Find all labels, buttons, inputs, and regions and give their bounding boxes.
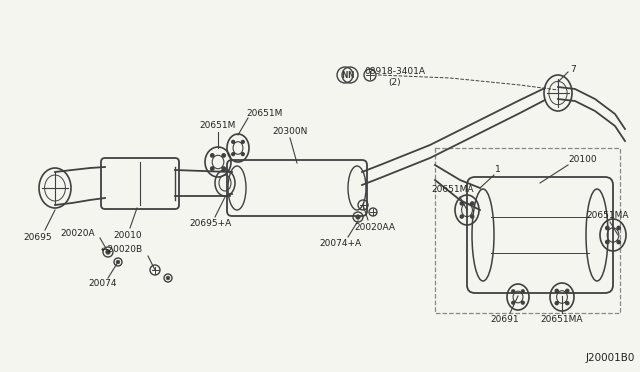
Circle shape — [460, 215, 463, 218]
Text: ←20020B: ←20020B — [101, 246, 143, 254]
Text: 20300N: 20300N — [272, 126, 308, 135]
Text: 20074+A: 20074+A — [319, 240, 361, 248]
Text: 7: 7 — [570, 65, 576, 74]
Circle shape — [566, 302, 569, 305]
Circle shape — [222, 154, 225, 157]
Circle shape — [617, 226, 620, 230]
Text: N: N — [342, 71, 348, 80]
Circle shape — [106, 250, 110, 254]
Text: 20695: 20695 — [24, 234, 52, 243]
Circle shape — [617, 240, 620, 244]
Circle shape — [470, 202, 474, 205]
Text: N: N — [347, 71, 353, 80]
Text: 20691: 20691 — [491, 315, 519, 324]
Text: 20651M: 20651M — [200, 122, 236, 131]
Circle shape — [232, 141, 235, 143]
Text: 20695+A: 20695+A — [189, 219, 231, 228]
Text: 20020AA: 20020AA — [355, 224, 396, 232]
Text: J20001B0: J20001B0 — [586, 353, 635, 363]
Circle shape — [512, 301, 515, 304]
Text: 20074: 20074 — [89, 279, 117, 289]
Text: 20651M: 20651M — [247, 109, 283, 118]
Circle shape — [232, 153, 235, 155]
Circle shape — [222, 167, 225, 170]
Circle shape — [605, 226, 609, 230]
Circle shape — [555, 289, 558, 292]
Text: 20651MA: 20651MA — [587, 211, 629, 219]
Circle shape — [522, 290, 524, 293]
Circle shape — [211, 167, 214, 170]
Text: (2): (2) — [388, 77, 401, 87]
Circle shape — [211, 154, 214, 157]
Circle shape — [241, 153, 244, 155]
Text: 1: 1 — [495, 166, 501, 174]
Circle shape — [166, 276, 170, 280]
Circle shape — [460, 202, 463, 205]
Circle shape — [522, 301, 524, 304]
Circle shape — [356, 215, 360, 219]
Text: 20100: 20100 — [569, 155, 597, 164]
Text: 08918-3401A: 08918-3401A — [365, 67, 426, 77]
Bar — [435, 148, 620, 313]
Text: 20651MA: 20651MA — [541, 315, 583, 324]
Text: 20651MA: 20651MA — [432, 186, 474, 195]
Circle shape — [470, 215, 474, 218]
Circle shape — [116, 260, 120, 264]
Text: 20020A: 20020A — [60, 228, 95, 237]
Circle shape — [241, 141, 244, 143]
Circle shape — [512, 290, 515, 293]
Text: 20010: 20010 — [114, 231, 142, 241]
Circle shape — [605, 240, 609, 244]
Circle shape — [566, 289, 569, 292]
Circle shape — [555, 302, 558, 305]
